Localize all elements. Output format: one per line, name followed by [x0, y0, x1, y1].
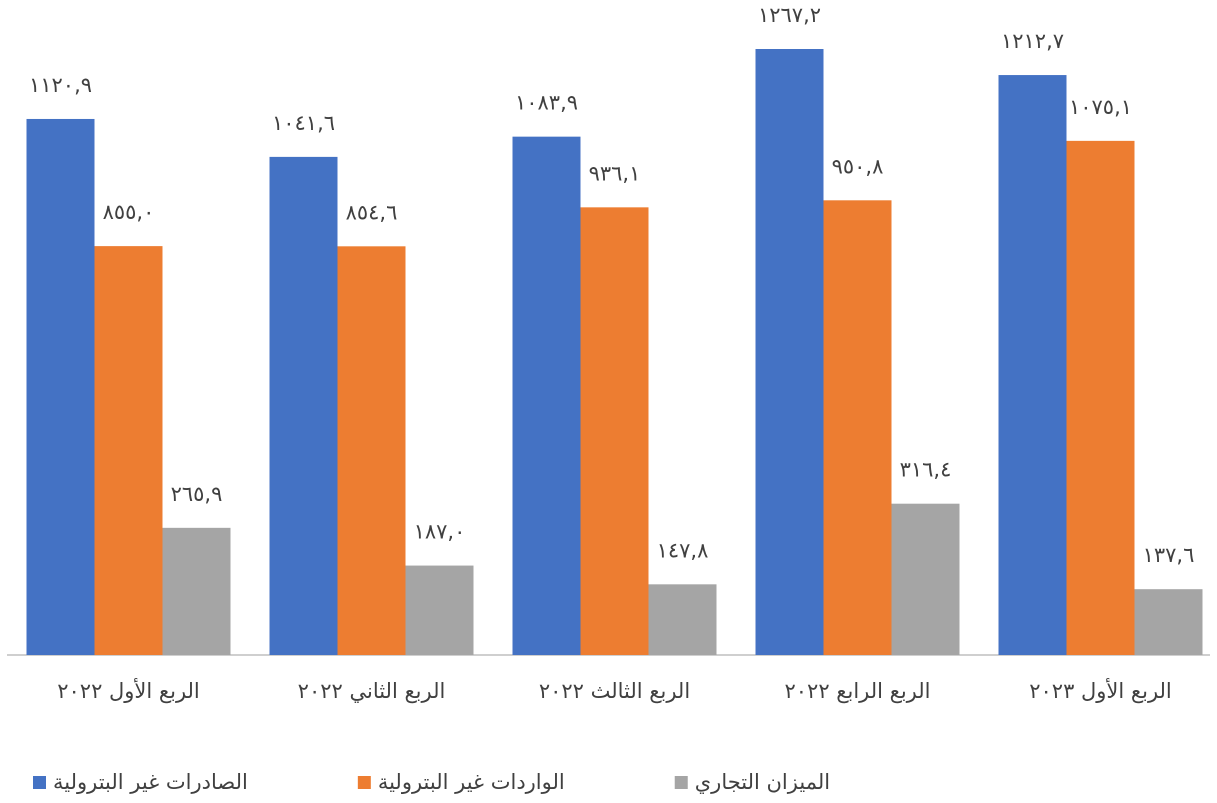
x-tick-label: الربع الأول ٢٠٢٢: [57, 678, 200, 703]
bar: [94, 246, 163, 655]
bar: [823, 200, 892, 655]
bar: [337, 246, 406, 655]
bar: [26, 118, 95, 655]
data-label: ١٨٧,٠: [414, 520, 466, 544]
bar: [998, 75, 1067, 655]
bar: [891, 503, 960, 655]
data-label: ٩٣٦,١: [589, 161, 641, 185]
x-tick-label: الربع الثالث ٢٠٢٢: [539, 679, 690, 703]
data-label: ١٢٦٧,٢: [758, 3, 821, 27]
x-tick-label: الربع الثاني ٢٠٢٢: [298, 679, 446, 703]
bar: [269, 156, 338, 656]
legend-swatch: [674, 776, 688, 789]
data-label: ٨٥٥,٠: [103, 200, 155, 224]
data-label: ١١٢٠,٩: [29, 73, 92, 97]
legend-label: الصادرات غير البترولية: [53, 770, 248, 794]
data-label: ٣١٦,٤: [900, 458, 952, 482]
data-label: ١٠٤١,٦: [272, 111, 335, 135]
data-label: ١٠٧٥,١: [1069, 95, 1132, 119]
data-label: ١٢١٢,٧: [1001, 29, 1064, 53]
legend-swatch: [33, 776, 46, 789]
bar: [1134, 589, 1203, 655]
data-label: ٨٥٤,٦: [346, 200, 398, 224]
bar: [1066, 140, 1135, 656]
data-label: ٢٦٥,٩: [171, 482, 223, 506]
data-label: ١٠٨٣,٩: [515, 91, 578, 115]
bar: [648, 584, 717, 655]
data-label: ٩٥٠,٨: [832, 154, 884, 178]
bar: [512, 136, 581, 656]
x-tick-label: الربع الرابع ٢٠٢٢: [785, 679, 931, 703]
legend-swatch: [357, 776, 371, 789]
legend-label: الميزان التجاري: [695, 770, 830, 794]
data-label: ١٣٧,٦: [1143, 543, 1195, 567]
bar: [580, 207, 649, 655]
bar: [162, 527, 231, 655]
bar: [755, 49, 824, 655]
x-tick-label: الربع الأول ٢٠٢٣: [1029, 678, 1172, 703]
bar: [405, 565, 474, 655]
legend-label: الواردات غير البترولية: [378, 770, 565, 794]
data-label: ١٤٧,٨: [657, 538, 709, 562]
